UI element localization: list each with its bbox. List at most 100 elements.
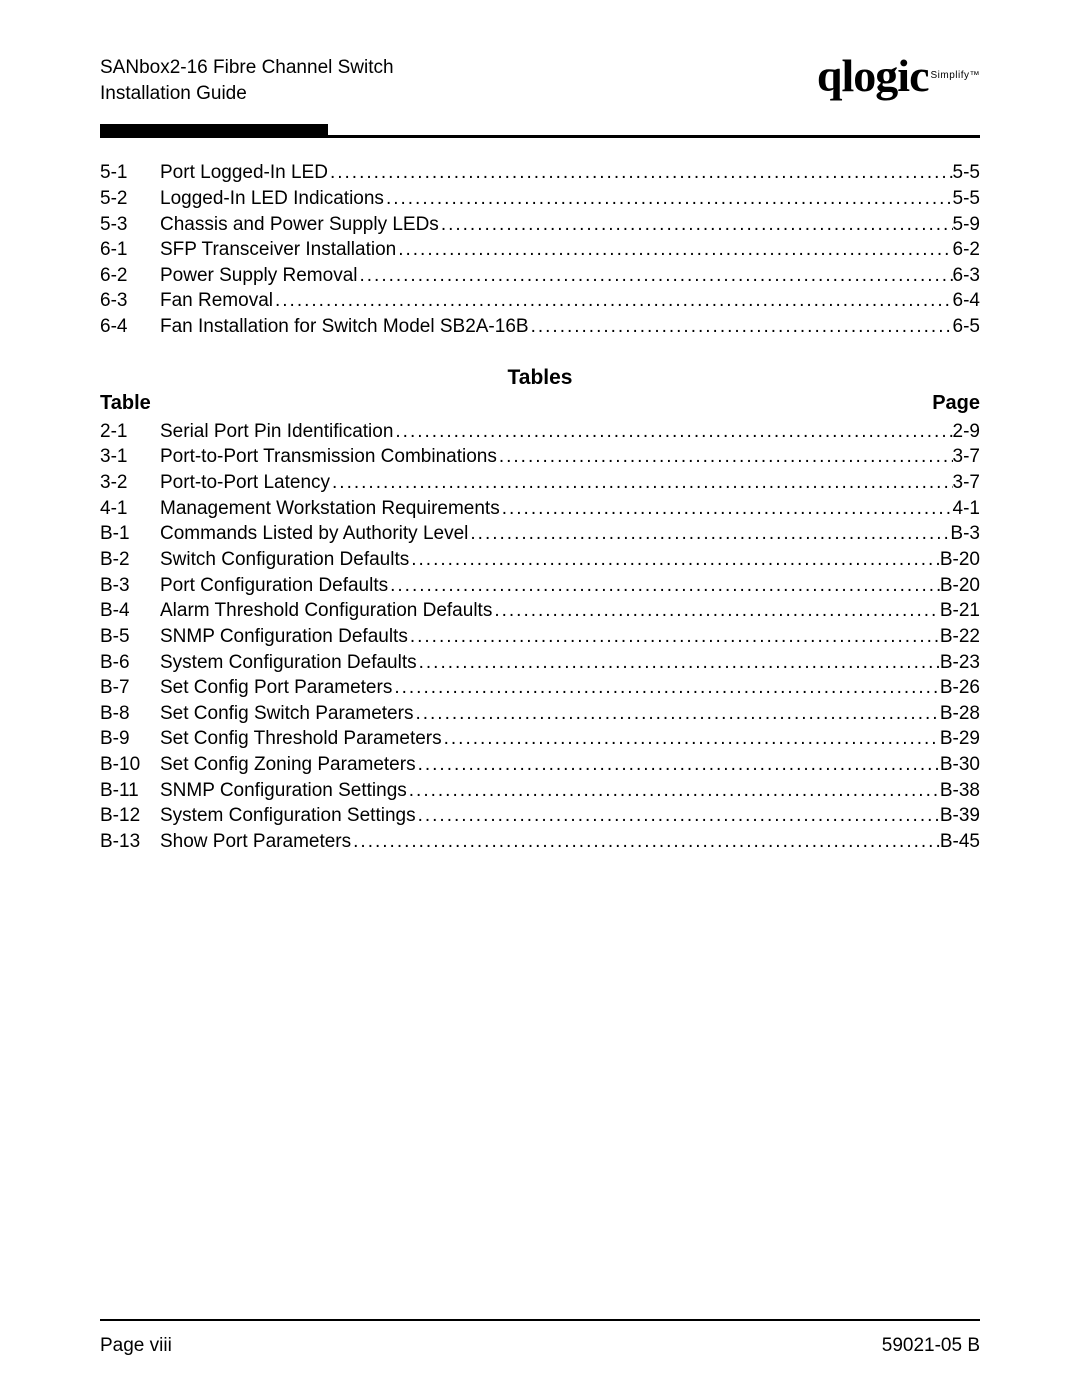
page-footer: Page viii 59021-05 B [100, 1321, 980, 1357]
toc-leader-dots [388, 573, 940, 599]
toc-leader-dots [328, 160, 953, 186]
toc-leader-dots [497, 444, 953, 470]
toc-entry-title: Fan Installation for Switch Model SB2A-1… [160, 314, 529, 340]
toc-leader-dots [492, 598, 940, 624]
toc-entry-number: B-1 [100, 521, 160, 547]
toc-leader-dots [416, 752, 940, 778]
toc-entry-title: System Configuration Defaults [160, 650, 417, 676]
toc-leader-dots [330, 470, 953, 496]
tables-toc-list: 2-1Serial Port Pin Identification2-93-1P… [100, 419, 980, 855]
toc-entry-title: Port-to-Port Transmission Combinations [160, 444, 497, 470]
toc-entry-number: 5-2 [100, 186, 160, 212]
toc-entry-number: B-10 [100, 752, 160, 778]
tables-heading: Tables [100, 366, 980, 390]
toc-entry-page: 4-1 [953, 496, 980, 522]
toc-entry-title: SNMP Configuration Defaults [160, 624, 408, 650]
toc-entry-number: 5-1 [100, 160, 160, 186]
toc-entry-title: Switch Configuration Defaults [160, 547, 409, 573]
toc-leader-dots [396, 237, 952, 263]
toc-row: B-8Set Config Switch ParametersB-28 [100, 701, 980, 727]
toc-entry-number: B-13 [100, 829, 160, 855]
toc-entry-page: B-26 [940, 675, 980, 701]
toc-entry-page: B-30 [940, 752, 980, 778]
toc-row: B-6System Configuration DefaultsB-23 [100, 650, 980, 676]
toc-row: 4-1Management Workstation Requirements4-… [100, 496, 980, 522]
toc-row: B-11SNMP Configuration SettingsB-38 [100, 778, 980, 804]
toc-row: 5-3Chassis and Power Supply LEDs5-9 [100, 212, 980, 238]
toc-entry-title: Serial Port Pin Identification [160, 419, 393, 445]
toc-entry-number: B-7 [100, 675, 160, 701]
toc-row: 6-1SFP Transceiver Installation6-2 [100, 237, 980, 263]
toc-leader-dots [413, 701, 939, 727]
toc-entry-number: 6-3 [100, 288, 160, 314]
toc-entry-page: B-3 [950, 521, 980, 547]
footer-left: Page viii [100, 1335, 172, 1357]
toc-entry-number: 3-1 [100, 444, 160, 470]
toc-leader-dots [409, 547, 940, 573]
toc-leader-dots [384, 186, 953, 212]
toc-entry-page: 3-7 [953, 470, 980, 496]
toc-entry-title: Show Port Parameters [160, 829, 351, 855]
toc-entry-page: 5-5 [953, 186, 980, 212]
toc-entry-page: B-39 [940, 803, 980, 829]
toc-leader-dots [357, 263, 952, 289]
toc-entry-title: Port Configuration Defaults [160, 573, 388, 599]
toc-entry-title: Management Workstation Requirements [160, 496, 500, 522]
document-page: SANbox2-16 Fibre Channel Switch Installa… [0, 0, 1080, 1397]
toc-row: B-12System Configuration SettingsB-39 [100, 803, 980, 829]
toc-leader-dots [408, 624, 940, 650]
header-rule [100, 124, 980, 138]
toc-leader-dots [392, 675, 940, 701]
toc-row: 3-1Port-to-Port Transmission Combination… [100, 444, 980, 470]
toc-row: 2-1Serial Port Pin Identification2-9 [100, 419, 980, 445]
toc-leader-dots [407, 778, 940, 804]
toc-entry-title: Set Config Threshold Parameters [160, 726, 442, 752]
toc-entry-page: 3-7 [953, 444, 980, 470]
toc-row: B-10Set Config Zoning ParametersB-30 [100, 752, 980, 778]
toc-leader-dots [351, 829, 940, 855]
header-line-1: SANbox2-16 Fibre Channel Switch [100, 55, 394, 81]
logo-main-text: qlogic [817, 55, 929, 96]
toc-entry-title: Alarm Threshold Configuration Defaults [160, 598, 492, 624]
toc-row: B-9Set Config Threshold ParametersB-29 [100, 726, 980, 752]
toc-entry-title: Port-to-Port Latency [160, 470, 330, 496]
header-rule-block [100, 124, 328, 138]
col-header-table: Table [100, 392, 151, 415]
toc-row: 3-2Port-to-Port Latency 3-7 [100, 470, 980, 496]
toc-entry-title: Set Config Switch Parameters [160, 701, 413, 727]
toc-row: B-5SNMP Configuration DefaultsB-22 [100, 624, 980, 650]
toc-entry-number: 6-1 [100, 237, 160, 263]
toc-entry-number: 6-4 [100, 314, 160, 340]
toc-entry-number: B-9 [100, 726, 160, 752]
toc-row: 6-3Fan Removal6-4 [100, 288, 980, 314]
toc-entry-title: Logged-In LED Indications [160, 186, 384, 212]
toc-leader-dots [442, 726, 940, 752]
toc-entry-page: 5-5 [953, 160, 980, 186]
toc-entry-number: B-12 [100, 803, 160, 829]
toc-entry-number: B-2 [100, 547, 160, 573]
toc-entry-title: Set Config Port Parameters [160, 675, 392, 701]
toc-entry-title: Fan Removal [160, 288, 273, 314]
toc-entry-page: B-20 [940, 573, 980, 599]
logo-group: qlogic [817, 55, 929, 96]
toc-entry-number: 6-2 [100, 263, 160, 289]
toc-entry-number: 3-2 [100, 470, 160, 496]
toc-leader-dots [500, 496, 953, 522]
toc-row: 5-2Logged-In LED Indications 5-5 [100, 186, 980, 212]
toc-entry-page: 6-5 [953, 314, 980, 340]
toc-entry-page: B-20 [940, 547, 980, 573]
toc-leader-dots [439, 212, 953, 238]
toc-row: B-1Commands Listed by Authority LevelB-3 [100, 521, 980, 547]
toc-entry-page: B-21 [940, 598, 980, 624]
toc-entry-number: B-3 [100, 573, 160, 599]
toc-entry-page: B-45 [940, 829, 980, 855]
toc-entry-title: Chassis and Power Supply LEDs [160, 212, 439, 238]
tables-column-headers: Table Page [100, 392, 980, 415]
toc-leader-dots [529, 314, 953, 340]
toc-row: 6-2Power Supply Removal6-3 [100, 263, 980, 289]
toc-entry-page: 6-3 [953, 263, 980, 289]
toc-entry-number: B-8 [100, 701, 160, 727]
toc-entry-number: 2-1 [100, 419, 160, 445]
footer-right: 59021-05 B [882, 1335, 980, 1357]
toc-entry-page: B-22 [940, 624, 980, 650]
